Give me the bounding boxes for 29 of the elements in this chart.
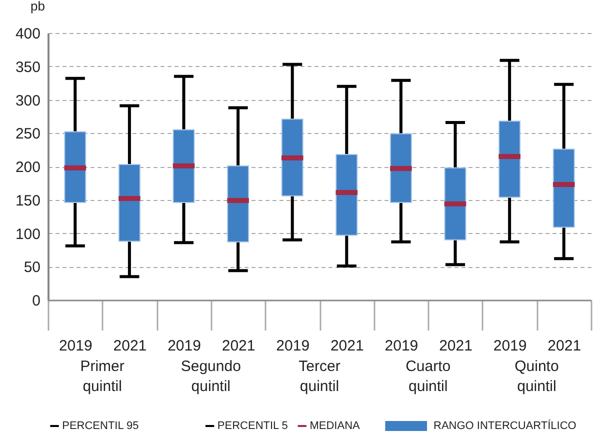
text: Tercer quintil	[298, 358, 340, 395]
y-tick-label: 250	[15, 126, 40, 143]
x-tick-label: 2021	[439, 338, 472, 354]
x-tick-label: 2021	[548, 338, 582, 354]
text: PERCENTIL 95	[62, 420, 139, 432]
x-tick-label: 2021	[222, 338, 256, 354]
y-tick-label: 50	[24, 259, 40, 276]
y-tick-label: 0	[32, 292, 40, 310]
text: MEDIANA	[310, 420, 361, 432]
y-tick-label: 150	[15, 192, 40, 210]
x-tick-label: 2019	[58, 338, 92, 354]
text: Segundo quintil	[180, 358, 241, 395]
x-tick-label: 2019	[168, 338, 201, 354]
text: Cuarto quintil	[406, 358, 451, 395]
x-tick-label: 2019	[493, 338, 527, 354]
x-tick-label: 2019	[276, 338, 310, 354]
text: Primer quintil	[80, 358, 124, 395]
y-tick-label: 350	[15, 58, 40, 76]
y-tick-label: 100	[15, 226, 40, 243]
text: Quinto quintil	[514, 358, 559, 395]
y-tick-label: 200	[15, 159, 40, 176]
y-tick-label: 400	[15, 26, 40, 42]
x-tick-label: 2019	[384, 338, 418, 354]
x-tick-label: 2021	[330, 338, 364, 354]
text: PERCENTIL 5	[217, 420, 288, 432]
legend-label: RANGO INTERCUARTÍLICO	[434, 419, 577, 432]
x-tick-label: 2021	[113, 338, 147, 354]
y-tick-label: 300	[15, 92, 40, 110]
y-axis-title: pb	[30, 0, 45, 14]
